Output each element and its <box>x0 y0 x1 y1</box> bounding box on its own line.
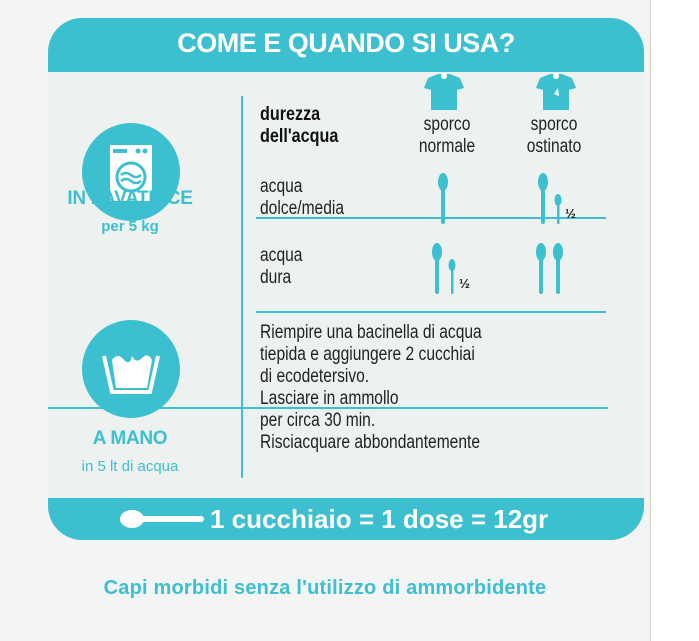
divider <box>241 318 243 478</box>
hand-wash-icon <box>82 320 180 418</box>
footer-tagline: Capi morbidi senza l'utilizzo di ammorbi… <box>103 577 547 599</box>
table-header: durezza dell'acqua <box>260 104 339 147</box>
column-normal: sporco normale <box>418 114 476 157</box>
dose-text: 1 cucchiaio = 1 dose = 12gr <box>210 504 549 534</box>
section-divider <box>48 407 608 409</box>
row-soft-water: acqua dolce/media <box>260 176 345 219</box>
hand-sublabel: in 5 lt di acqua <box>81 458 179 475</box>
hand-instructions: Riempire una bacinella di acqua tiepida e… <box>260 322 482 453</box>
tshirt-icon <box>424 73 464 110</box>
column-stubborn: sporco ostinato <box>526 114 582 157</box>
row-divider <box>256 217 606 219</box>
dose-bar: 1 cucchiaio = 1 dose = 12gr <box>48 498 644 540</box>
spoon-icon <box>432 173 563 294</box>
panel-title: COME E QUANDO SI USA? <box>48 18 644 72</box>
half-dose-mark: ½ <box>459 276 470 291</box>
row-hard-water: acqua dura <box>260 245 303 288</box>
machine-label: IN LAVATRICE <box>67 188 193 209</box>
spoon-icon <box>120 510 204 528</box>
row-divider <box>256 311 606 313</box>
divider <box>241 96 243 394</box>
hand-label: A MANO <box>92 428 168 449</box>
half-dose-mark: ½ <box>565 206 576 221</box>
stained-tshirt-icon <box>536 73 576 110</box>
machine-sublabel: per 5 kg <box>101 218 159 235</box>
washing-machine-icon <box>82 123 180 221</box>
